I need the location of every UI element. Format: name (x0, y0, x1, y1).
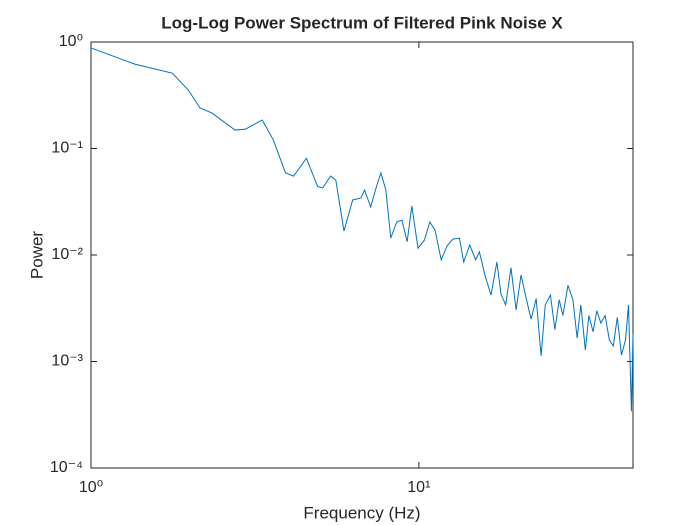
y-tick-label: 10⁻³ (51, 353, 83, 370)
x-axis-label: Frequency (Hz) (303, 503, 420, 522)
x-tick-label: 10¹ (407, 479, 430, 496)
chart-title: Log-Log Power Spectrum of Filtered Pink … (161, 13, 563, 32)
y-tick-label: 10⁻⁴ (50, 459, 83, 476)
data-line (90, 47, 634, 412)
x-tick-label: 10⁰ (79, 479, 103, 496)
y-tick-label: 10⁻¹ (51, 140, 83, 157)
y-tick-label: 10⁻² (51, 246, 83, 263)
y-tick-label: 10⁰ (59, 33, 83, 50)
plot-area (90, 41, 634, 469)
y-axis-label: Power (27, 231, 46, 280)
